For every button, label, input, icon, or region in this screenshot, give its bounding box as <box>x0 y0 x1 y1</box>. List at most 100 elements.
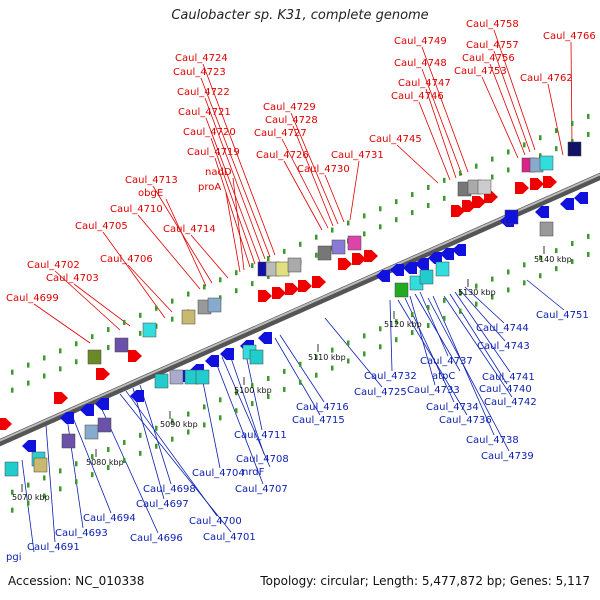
gene-block[interactable] <box>154 373 169 389</box>
forward-gene-arrow[interactable] <box>352 253 366 265</box>
gene-block[interactable] <box>142 322 157 338</box>
forward-gene-label[interactable]: Caul_4749 <box>394 36 447 47</box>
gene-block[interactable] <box>567 141 582 157</box>
forward-gene-arrow[interactable] <box>258 290 272 302</box>
forward-gene-label[interactable]: Caul_4758 <box>466 19 519 30</box>
reverse-gene-label[interactable]: Caul_4738 <box>466 435 519 446</box>
reverse-gene-label[interactable]: Caul_4742 <box>484 397 537 408</box>
forward-gene-label[interactable]: Caul_4721 <box>178 107 231 118</box>
forward-gene-label[interactable]: Caul_4745 <box>369 134 422 145</box>
reverse-gene-arrow[interactable] <box>130 390 144 402</box>
reverse-gene-label[interactable]: Caul_4701 <box>203 532 256 543</box>
reverse-gene-label[interactable]: Caul_4715 <box>292 415 345 426</box>
gene-block[interactable] <box>331 239 346 255</box>
gene-block[interactable] <box>97 417 112 433</box>
gene-block[interactable] <box>4 461 19 477</box>
forward-gene-label[interactable]: Caul_4702 <box>27 260 80 271</box>
forward-gene-arrow[interactable] <box>472 196 486 208</box>
reverse-gene-label[interactable]: Caul_4704 <box>192 468 245 479</box>
reverse-gene-arrow[interactable] <box>415 258 429 270</box>
reverse-gene-label[interactable]: Caul_4707 <box>235 484 288 495</box>
forward-gene-arrow[interactable] <box>364 250 378 262</box>
gene-block[interactable] <box>195 369 210 385</box>
reverse-gene-label[interactable]: atpC <box>432 371 455 382</box>
reverse-gene-label[interactable]: Caul_4698 <box>143 484 196 495</box>
forward-gene-label[interactable]: Caul_4719 <box>187 147 240 158</box>
reverse-gene-arrow[interactable] <box>95 398 109 410</box>
reverse-gene-label[interactable]: Caul_4693 <box>55 528 108 539</box>
forward-gene-label[interactable]: Caul_4762 <box>520 73 573 84</box>
forward-gene-label[interactable]: Caul_4699 <box>6 293 59 304</box>
gene-block[interactable] <box>249 349 264 365</box>
forward-gene-arrow[interactable] <box>128 350 142 362</box>
forward-gene-label[interactable]: Caul_4747 <box>398 78 451 89</box>
forward-gene-arrow[interactable] <box>272 287 286 299</box>
gene-block[interactable] <box>347 235 362 251</box>
forward-gene-label[interactable]: Caul_4728 <box>265 115 318 126</box>
forward-gene-label[interactable]: Caul_4726 <box>256 150 309 161</box>
forward-gene-arrow[interactable] <box>451 205 465 217</box>
forward-gene-label[interactable]: Caul_4753 <box>454 66 507 77</box>
reverse-gene-label[interactable]: Caul_4733 <box>407 385 460 396</box>
forward-gene-arrow[interactable] <box>515 182 529 194</box>
forward-gene-label[interactable]: Caul_4729 <box>263 102 316 113</box>
forward-gene-label[interactable]: Caul_4757 <box>466 40 519 51</box>
reverse-gene-label[interactable]: Caul_4737 <box>420 356 473 367</box>
gene-block[interactable] <box>435 261 450 277</box>
reverse-gene-label[interactable]: Caul_4708 <box>236 454 289 465</box>
gene-block[interactable] <box>394 282 409 298</box>
reverse-gene-label[interactable]: Caul_4716 <box>296 402 349 413</box>
reverse-gene-label[interactable]: Caul_4751 <box>536 310 589 321</box>
forward-gene-label[interactable]: Caul_4714 <box>163 224 216 235</box>
reverse-gene-label[interactable]: Caul_4743 <box>477 341 530 352</box>
gene-block[interactable] <box>61 433 76 449</box>
reverse-gene-arrow[interactable] <box>22 440 36 452</box>
forward-gene-label[interactable]: Caul_4731 <box>331 150 384 161</box>
reverse-gene-arrow[interactable] <box>60 412 74 424</box>
forward-gene-label[interactable]: Caul_4705 <box>75 221 128 232</box>
reverse-gene-label[interactable]: Caul_4694 <box>83 513 136 524</box>
reverse-gene-label[interactable]: Caul_4697 <box>136 499 189 510</box>
gene-block[interactable] <box>477 179 492 195</box>
forward-gene-arrow[interactable] <box>530 178 544 190</box>
gene-block[interactable] <box>33 457 48 473</box>
reverse-gene-arrow[interactable] <box>560 198 574 210</box>
gene-block[interactable] <box>207 297 222 313</box>
reverse-gene-label[interactable]: Caul_4744 <box>476 323 529 334</box>
forward-gene-label[interactable]: Caul_4720 <box>183 127 236 138</box>
reverse-gene-arrow[interactable] <box>535 206 549 218</box>
forward-gene-arrow[interactable] <box>96 368 110 380</box>
gene-block[interactable] <box>181 309 196 325</box>
reverse-gene-arrow[interactable] <box>376 270 390 282</box>
gene-block[interactable] <box>419 269 434 285</box>
reverse-gene-arrow[interactable] <box>574 192 588 204</box>
gene-block[interactable] <box>539 155 554 171</box>
forward-gene-arrow[interactable] <box>298 280 312 292</box>
reverse-gene-label[interactable]: Caul_4696 <box>130 533 183 544</box>
gene-block[interactable] <box>504 209 519 225</box>
reverse-gene-arrow[interactable] <box>428 252 442 264</box>
forward-gene-label[interactable]: nadD <box>205 167 232 178</box>
forward-gene-label[interactable]: proA <box>198 182 221 193</box>
forward-gene-arrow[interactable] <box>0 418 12 430</box>
gene-block[interactable] <box>114 337 129 353</box>
reverse-gene-label[interactable]: pgi <box>6 552 21 563</box>
reverse-gene-label[interactable]: Caul_4739 <box>481 451 534 462</box>
forward-gene-label[interactable]: Caul_4723 <box>173 67 226 78</box>
forward-gene-label[interactable]: Caul_4724 <box>175 53 228 64</box>
gene-block[interactable] <box>87 349 102 365</box>
reverse-gene-arrow[interactable] <box>205 355 219 367</box>
forward-gene-arrow[interactable] <box>338 258 352 270</box>
gene-block[interactable] <box>169 369 184 385</box>
reverse-gene-label[interactable]: Caul_4711 <box>234 430 287 441</box>
reverse-gene-label[interactable]: Caul_4700 <box>189 516 242 527</box>
reverse-gene-label[interactable]: Caul_4691 <box>27 542 80 553</box>
reverse-gene-label[interactable]: nrdF <box>242 467 265 478</box>
reverse-gene-arrow[interactable] <box>258 332 272 344</box>
gene-block[interactable] <box>317 245 332 261</box>
reverse-gene-arrow[interactable] <box>452 244 466 256</box>
forward-gene-label[interactable]: Caul_4756 <box>462 53 515 64</box>
forward-gene-label[interactable]: Caul_4766 <box>543 31 596 42</box>
gene-block[interactable] <box>287 257 302 273</box>
